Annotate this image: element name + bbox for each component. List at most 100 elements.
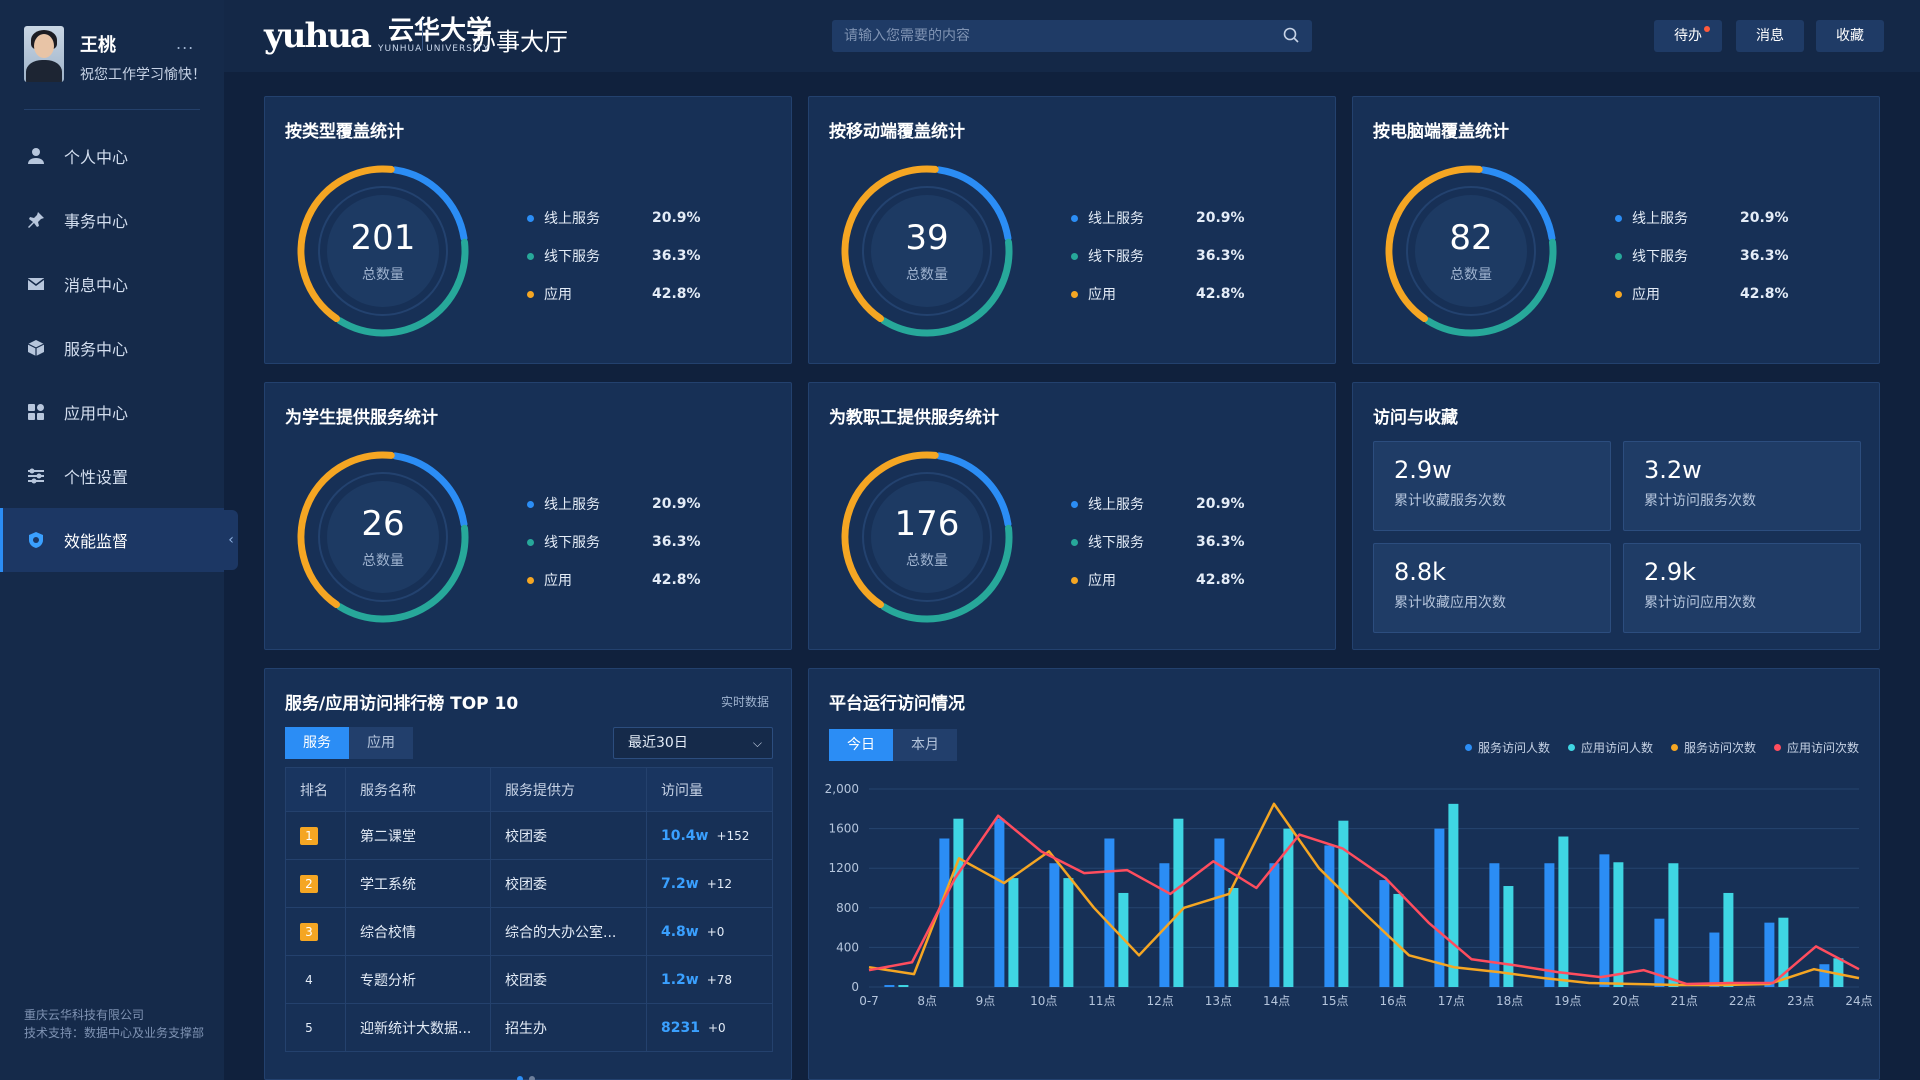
- sidebar-item-label: 个人中心: [64, 148, 129, 167]
- legend-dot: [1071, 252, 1078, 260]
- sidebar-item-monitor[interactable]: 效能监督: [0, 508, 224, 572]
- chart-bar: [953, 818, 964, 987]
- stat-box[interactable]: 2.9k 累计访问应用次数: [1623, 543, 1861, 633]
- chart-legend: 服务访问人数 应用访问人数 服务访问次数 应用访问次数: [1464, 739, 1859, 756]
- sidebar-item-personal[interactable]: 个人中心: [0, 124, 224, 188]
- chart-bar: [1819, 964, 1830, 987]
- range-select[interactable]: 最近30日 ⌵: [613, 727, 773, 759]
- legend-item[interactable]: 服务访问人数: [1464, 739, 1550, 756]
- sidebar-item-label: 服务中心: [64, 340, 129, 359]
- legend-item: 应用 42.8%: [527, 561, 707, 599]
- logo-cn: 云华大学: [387, 16, 492, 46]
- legend-item[interactable]: 应用访问人数: [1567, 739, 1653, 756]
- tab-apps[interactable]: 应用: [349, 727, 413, 759]
- legend-name: 应用: [544, 573, 572, 589]
- sidebar-item-services[interactable]: 服务中心: [0, 316, 224, 380]
- user-icon: [26, 146, 46, 166]
- tab-services[interactable]: 服务: [285, 727, 349, 759]
- sidebar-item-label: 事务中心: [64, 212, 129, 231]
- chart-bar: [1214, 838, 1225, 987]
- staff-service-card: 为教职工提供服务统计 176 总数量 线上服务 20.9% 线下服务 36.3% 应…: [808, 382, 1336, 650]
- stat-box[interactable]: 2.9w 累计收藏服务次数: [1373, 441, 1611, 531]
- table-row[interactable]: 3 综合校情 综合的大办公室... 4.8w +0: [285, 907, 773, 956]
- favorites-button[interactable]: 收藏: [1816, 20, 1884, 52]
- mail-icon: [26, 274, 46, 294]
- service-provider: 校团委: [490, 811, 647, 860]
- legend-item: 应用 42.8%: [1071, 561, 1251, 599]
- legend-value: 42.8%: [1196, 572, 1245, 588]
- tab-month[interactable]: 本月: [893, 729, 957, 761]
- sidebar: 王桃 ... 祝您工作学习愉快！ 个人中心 事务中心 消息中心 服务中心 应用中…: [0, 0, 224, 1080]
- sidebar-item-messages[interactable]: 消息中心: [0, 252, 224, 316]
- x-tick-label: 9点: [976, 994, 996, 1008]
- sidebar-item-settings[interactable]: 个性设置: [0, 444, 224, 508]
- stat-box[interactable]: 8.8k 累计收藏应用次数: [1373, 543, 1611, 633]
- messages-button[interactable]: 消息: [1736, 20, 1804, 52]
- visits-favorites-card: 访问与收藏 2.9w 累计收藏服务次数 3.2w 累计访问服务次数 8.8k 累…: [1352, 382, 1880, 650]
- search-icon[interactable]: [1282, 26, 1300, 44]
- rank-number: 4: [305, 972, 313, 987]
- table-row[interactable]: 2 学工系统 校团委 7.2w +12: [285, 859, 773, 908]
- donut-segment: [297, 451, 395, 609]
- legend-value: 42.8%: [1740, 286, 1789, 302]
- column-header: 访问量: [646, 767, 773, 812]
- logo-mark: yuhua: [264, 16, 372, 56]
- legend-item[interactable]: 服务访问次数: [1670, 739, 1756, 756]
- more-icon[interactable]: ...: [176, 34, 195, 53]
- table-row[interactable]: 1 第二课堂 校团委 10.4w +152: [285, 811, 773, 860]
- donut-chart: [1385, 165, 1557, 337]
- visits-value: 4.8w: [661, 923, 699, 940]
- chart-bar: [1283, 828, 1294, 987]
- sidebar-collapse-button[interactable]: ‹: [224, 510, 238, 570]
- chart-bar: [1654, 918, 1665, 987]
- legend-dot: [527, 252, 534, 260]
- search-input[interactable]: [832, 20, 1312, 52]
- service-name: 学工系统: [345, 859, 491, 908]
- chart-bar: [884, 985, 895, 987]
- avatar[interactable]: [24, 26, 64, 82]
- tab-today[interactable]: 今日: [829, 729, 893, 761]
- y-tick-label: 800: [836, 901, 859, 915]
- stat-value: 8.8k: [1394, 558, 1447, 586]
- chart-bar: [1558, 836, 1569, 987]
- chart-bar: [1338, 820, 1349, 987]
- logo[interactable]: yuhua 云华大学 YUNHUA UNIVERSITY: [264, 16, 492, 56]
- donut-segment: [297, 165, 395, 323]
- legend: 线上服务 20.9% 线下服务 36.3% 应用 42.8%: [527, 485, 707, 599]
- table-row[interactable]: 4 专题分析 校团委 1.2w +78: [285, 955, 773, 1004]
- page-dot[interactable]: [517, 1076, 523, 1080]
- chart-bar: [1393, 893, 1404, 987]
- page-dot[interactable]: [529, 1076, 535, 1080]
- sidebar-item-affairs[interactable]: 事务中心: [0, 188, 224, 252]
- table-row[interactable]: 5 迎新统计大数据... 招生办 8231 +0: [285, 1003, 773, 1052]
- x-tick-label: 8点: [917, 994, 937, 1008]
- user-name: 王桃: [80, 35, 116, 56]
- legend-item: 应用 42.8%: [1071, 275, 1251, 313]
- y-tick-label: 2,000: [825, 782, 859, 796]
- chart-bar: [1764, 922, 1775, 987]
- todo-button[interactable]: 待办: [1654, 20, 1722, 52]
- rank-cell: 2: [285, 859, 346, 908]
- y-tick-label: 1200: [828, 861, 859, 875]
- chart-bar: [1434, 828, 1445, 987]
- legend: 线上服务 20.9% 线下服务 36.3% 应用 42.8%: [1071, 199, 1251, 313]
- legend-item[interactable]: 应用访问次数: [1773, 739, 1859, 756]
- rank-badge: 2: [300, 874, 318, 893]
- donut-segment: [1385, 165, 1483, 323]
- legend-name: 服务访问人数: [1477, 741, 1550, 755]
- chart-bar: [1049, 863, 1060, 987]
- chart-bar: [1324, 845, 1335, 987]
- legend-value: 20.9%: [1740, 210, 1789, 226]
- service-provider: 招生办: [490, 1003, 647, 1052]
- table-header: 排名 服务名称 服务提供方 访问量: [285, 767, 773, 812]
- rank-cell: 1: [285, 811, 346, 860]
- donut-segment: [935, 452, 1012, 528]
- sidebar-item-apps[interactable]: 应用中心: [0, 380, 224, 444]
- visits-value: 1.2w: [661, 971, 699, 988]
- legend-name: 应用: [1088, 287, 1116, 303]
- legend-name: 应用: [1632, 287, 1660, 303]
- stat-box[interactable]: 3.2w 累计访问服务次数: [1623, 441, 1861, 531]
- legend-name: 线上服务: [1632, 211, 1688, 227]
- legend: 线上服务 20.9% 线下服务 36.3% 应用 42.8%: [1071, 485, 1251, 599]
- chart-bar: [939, 838, 950, 987]
